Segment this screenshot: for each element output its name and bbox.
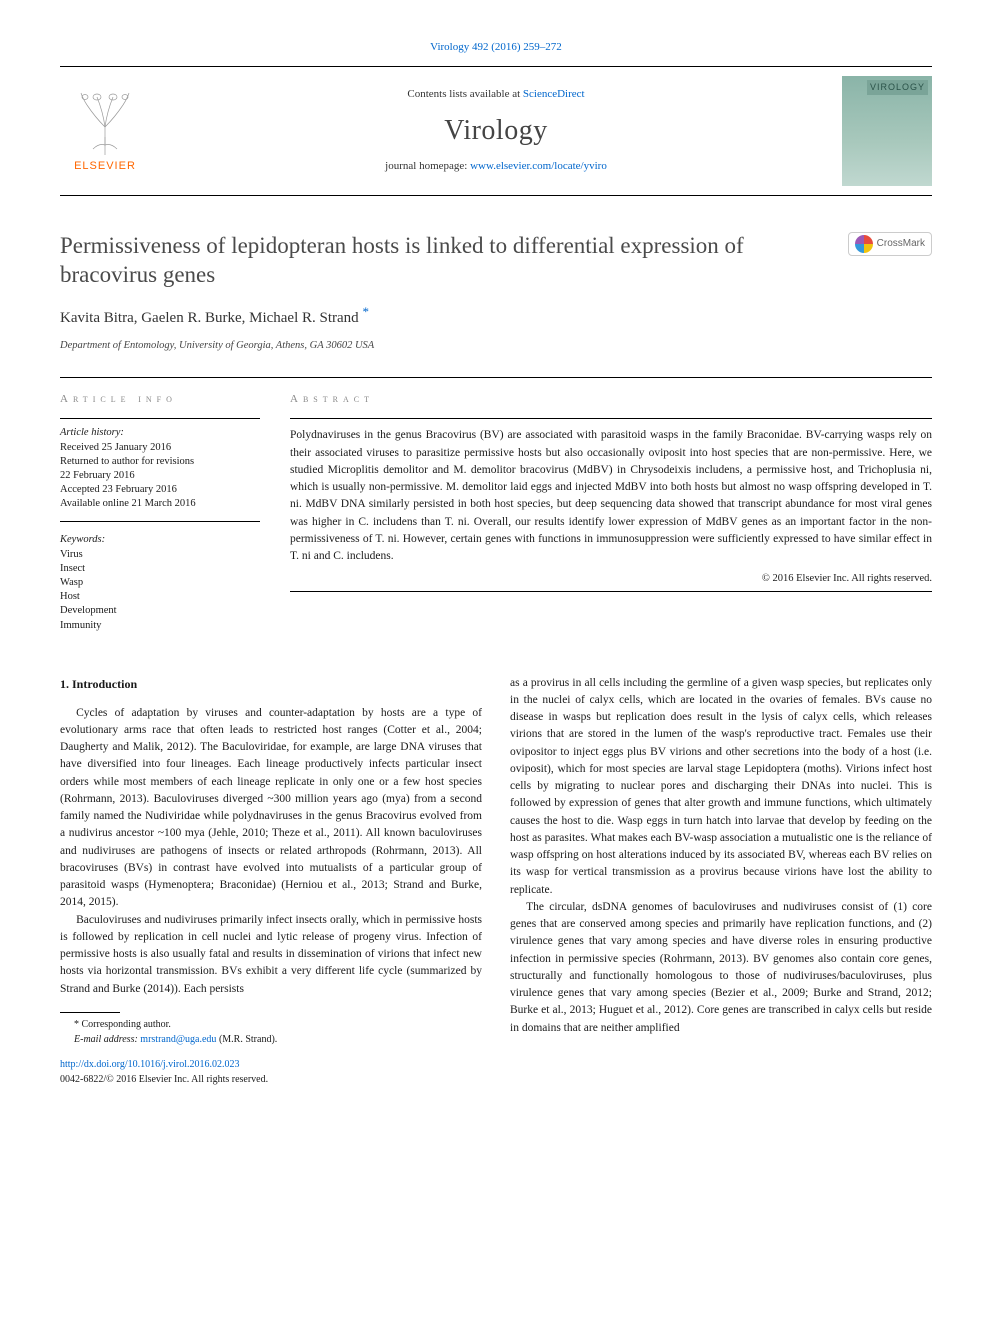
history-item: Available online 21 March 2016 [60,497,260,511]
history-label: Article history: [60,425,260,440]
history-item: Received 25 January 2016 [60,441,260,455]
article-title: Permissiveness of lepidopteran hosts is … [60,232,822,290]
email-suffix: (M.R. Strand). [216,1034,277,1045]
crossmark-icon [855,235,873,253]
footnote-separator [60,1012,120,1013]
authors-text: Kavita Bitra, Gaelen R. Burke, Michael R… [60,310,359,326]
elsevier-wordmark: ELSEVIER [74,159,136,175]
doi-block: http://dx.doi.org/10.1016/j.virol.2016.0… [60,1057,482,1087]
elsevier-logo: ELSEVIER [60,79,150,183]
divider [60,521,260,522]
article-info-heading: ARTICLE INFO [60,392,260,408]
page-root: Virology 492 (2016) 259–272 [0,0,992,1117]
title-block: Permissiveness of lepidopteran hosts is … [60,232,932,353]
email-footnote: E-mail address: mrstrand@uga.edu (M.R. S… [60,1032,482,1047]
keyword: Insect [60,562,260,576]
abstract-heading: ABSTRACT [290,392,932,408]
info-abstract-row: ARTICLE INFO Article history: Received 2… [60,377,932,632]
history-item: Returned to author for revisions [60,455,260,469]
section-heading-introduction: 1. Introduction [60,675,482,693]
body-paragraph: as a provirus in all cells including the… [510,675,932,899]
author-list: Kavita Bitra, Gaelen R. Burke, Michael R… [60,303,822,330]
keywords-label: Keywords: [60,532,260,547]
journal-cover-thumbnail: VIROLOGY [842,76,932,186]
homepage-prefix: journal homepage: [385,160,470,172]
doi-link[interactable]: http://dx.doi.org/10.1016/j.virol.2016.0… [60,1059,240,1070]
article-info-column: ARTICLE INFO Article history: Received 2… [60,378,260,632]
issn-copyright-line: 0042-6822/© 2016 Elsevier Inc. All right… [60,1074,268,1085]
journal-homepage-link[interactable]: www.elsevier.com/locate/yviro [470,160,607,172]
keyword: Virus [60,548,260,562]
keyword: Immunity [60,619,260,633]
body-paragraph: The circular, dsDNA genomes of baculovir… [510,899,932,1037]
contents-prefix: Contents lists available at [407,88,522,100]
masthead: ELSEVIER Contents lists available at Sci… [60,66,932,196]
contents-available-line: Contents lists available at ScienceDirec… [150,87,842,103]
email-label: E-mail address: [74,1034,140,1045]
keyword: Wasp [60,576,260,590]
elsevier-tree-icon [75,87,135,157]
corresponding-author-marker[interactable]: * [362,304,369,319]
keyword: Development [60,604,260,618]
journal-name: Virology [150,111,842,152]
body-two-column: 1. Introduction Cycles of adaptation by … [60,675,932,1087]
divider [290,591,932,592]
sciencedirect-link[interactable]: ScienceDirect [523,88,585,100]
crossmark-label: CrossMark [877,237,925,252]
title-and-authors: Permissiveness of lepidopteran hosts is … [60,232,822,353]
running-citation: Virology 492 (2016) 259–272 [60,40,932,56]
masthead-center: Contents lists available at ScienceDirec… [150,87,842,175]
history-item: 22 February 2016 [60,469,260,483]
body-paragraph: Cycles of adaptation by viruses and coun… [60,705,482,912]
cover-label: VIROLOGY [867,80,928,95]
crossmark-badge[interactable]: CrossMark [848,232,932,256]
divider [290,418,932,419]
author-email-link[interactable]: mrstrand@uga.edu [140,1034,216,1045]
history-item: Accepted 23 February 2016 [60,483,260,497]
keyword: Host [60,590,260,604]
abstract-text: Polydnaviruses in the genus Bracovirus (… [290,427,932,565]
affiliation: Department of Entomology, University of … [60,338,822,353]
abstract-column: ABSTRACT Polydnaviruses in the genus Bra… [290,378,932,632]
corresponding-author-footnote: * Corresponding author. [60,1017,482,1032]
journal-homepage-line: journal homepage: www.elsevier.com/locat… [150,159,842,175]
footnote-block: * Corresponding author. E-mail address: … [60,1012,482,1087]
abstract-copyright: © 2016 Elsevier Inc. All rights reserved… [290,571,932,586]
crossmark-area: CrossMark [842,232,932,353]
divider [60,418,260,419]
body-paragraph: Baculoviruses and nudiviruses primarily … [60,912,482,998]
